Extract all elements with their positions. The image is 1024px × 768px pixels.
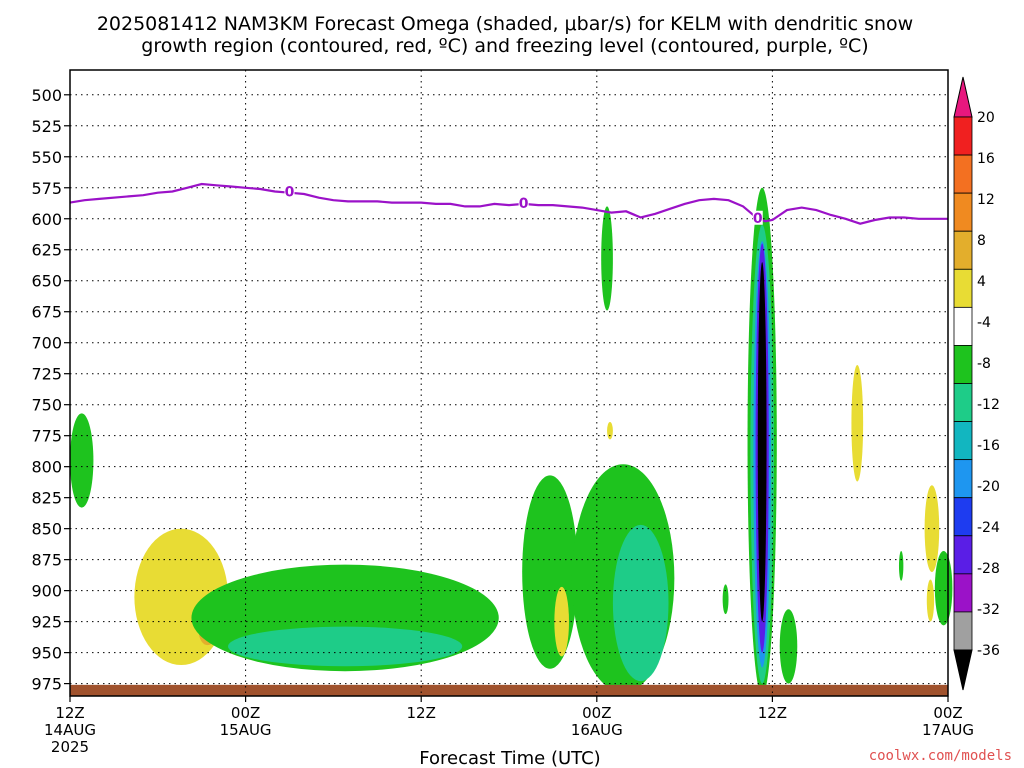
y-tick-label: 600 xyxy=(31,210,62,229)
y-tick-label: 575 xyxy=(31,179,62,198)
freezing-label-bg-2 xyxy=(752,210,763,225)
x-tick-label: 12Z xyxy=(407,704,436,722)
colorbar-label: 12 xyxy=(977,192,995,208)
y-tick-label: 950 xyxy=(31,644,62,663)
title-line-2: growth region (contoured, red, ºC) and f… xyxy=(141,35,868,57)
x-tick-label: 00Z xyxy=(933,704,962,722)
pressure-axis: 500 525 550 575 600 625 650 675 700 725 750 775 800 8… xyxy=(31,86,70,694)
omega-region-8 xyxy=(612,524,669,682)
x-tick-label: 16AUG xyxy=(571,721,623,739)
x-tick-label: 12Z xyxy=(55,704,84,722)
terrain-band xyxy=(70,684,948,696)
y-tick-label: 625 xyxy=(31,241,62,260)
freezing-label-bg-0 xyxy=(284,184,295,199)
y-tick-label: 550 xyxy=(31,148,62,167)
colorbar-swatch xyxy=(953,421,973,461)
omega-region-22 xyxy=(934,550,953,626)
colorbar-swatch xyxy=(953,345,973,384)
omega-region-20 xyxy=(924,485,940,573)
omega-region-6 xyxy=(554,586,569,657)
x-tick-label: 17AUG xyxy=(922,721,974,739)
title-line-1: 2025081412 NAM3KM Forecast Omega (shaded… xyxy=(97,13,913,35)
omega-region-21 xyxy=(926,579,935,622)
credit-label: coolwx.com/models xyxy=(869,748,1012,764)
colorbar: 20 16 12 8 4 -4 -8 -12 -16 -20 -24 -28 -32 -36 xyxy=(953,76,1000,691)
freezing-level-contour: 0 0 0 xyxy=(69,182,948,227)
omega-region-16 xyxy=(779,609,798,684)
colorbar-label: 20 xyxy=(977,110,995,126)
omega-region-15 xyxy=(757,262,767,622)
y-tick-label: 675 xyxy=(31,303,62,322)
colorbar-swatch xyxy=(953,192,973,232)
colorbar-label: -28 xyxy=(977,561,1000,577)
colorbar-swatch xyxy=(953,230,973,270)
omega-region-4 xyxy=(228,626,463,667)
y-tick-label: 700 xyxy=(31,334,62,353)
colorbar-label: -4 xyxy=(977,315,991,331)
colorbar-swatch xyxy=(953,116,973,156)
omega-region-17 xyxy=(722,584,729,615)
colorbar-swatch xyxy=(953,383,973,422)
colorbar-swatch xyxy=(953,573,973,613)
y-tick-label: 500 xyxy=(31,86,62,105)
y-tick-label: 900 xyxy=(31,582,62,601)
colorbar-label: -32 xyxy=(977,602,1000,618)
y-tick-label: 775 xyxy=(31,427,62,446)
freezing-level-label: 0 xyxy=(519,196,529,212)
colorbar-label: -24 xyxy=(977,520,1000,536)
y-tick-label: 650 xyxy=(31,272,62,291)
y-tick-label: 925 xyxy=(31,613,62,632)
omega-region-9 xyxy=(601,206,613,311)
x-tick-label: 2025 xyxy=(51,738,89,756)
colorbar-swatch xyxy=(953,535,973,575)
omega-shading xyxy=(70,187,953,696)
omega-region-19 xyxy=(898,550,904,581)
x-tick-label: 15AUG xyxy=(220,721,272,739)
terrain-surface xyxy=(70,684,948,696)
colorbar-label: -36 xyxy=(977,643,1000,659)
colorbar-top-arrow xyxy=(953,76,973,118)
colorbar-swatch xyxy=(953,497,973,537)
colorbar-label: 8 xyxy=(977,233,986,249)
y-tick-label: 875 xyxy=(31,551,62,570)
freezing-level-line xyxy=(69,182,948,225)
y-tick-label: 525 xyxy=(31,117,62,136)
y-tick-label: 725 xyxy=(31,365,62,384)
chart-title: 2025081412 NAM3KM Forecast Omega (shaded… xyxy=(97,13,913,57)
colorbar-label: -20 xyxy=(977,479,1000,495)
plot-frame xyxy=(69,69,949,697)
x-tick-label: 00Z xyxy=(582,704,611,722)
x-tick-label: 00Z xyxy=(231,704,260,722)
colorbar-swatch xyxy=(953,459,973,499)
omega-region-0 xyxy=(70,413,94,508)
y-tick-label: 975 xyxy=(31,675,62,694)
colorbar-swatch xyxy=(953,268,973,308)
colorbar-swatch xyxy=(953,611,973,651)
omega-region-5 xyxy=(522,475,578,669)
y-tick-label: 800 xyxy=(31,458,62,477)
freezing-level-label: 0 xyxy=(753,211,763,227)
colorbar-label: -8 xyxy=(977,356,991,372)
colorbar-swatch xyxy=(953,154,973,194)
colorbar-label: 16 xyxy=(977,151,995,167)
omega-region-18 xyxy=(851,365,864,482)
x-axis-title: Forecast Time (UTC) xyxy=(419,748,600,768)
colorbar-label: 4 xyxy=(977,274,986,290)
y-tick-label: 825 xyxy=(31,489,62,508)
x-tick-label: 14AUG xyxy=(44,721,96,739)
freezing-label-bg-1 xyxy=(518,195,529,210)
x-tick-label: 12Z xyxy=(758,704,787,722)
gridlines xyxy=(70,70,948,696)
freezing-level-label: 0 xyxy=(285,185,295,201)
colorbar-label: -12 xyxy=(977,397,1000,413)
colorbar-label: -16 xyxy=(977,438,1000,454)
colorbar-bottom-arrow xyxy=(953,649,973,691)
y-tick-label: 750 xyxy=(31,396,62,415)
colorbar-swatch xyxy=(953,306,973,346)
omega-region-10 xyxy=(607,422,613,440)
y-tick-label: 850 xyxy=(31,520,62,539)
